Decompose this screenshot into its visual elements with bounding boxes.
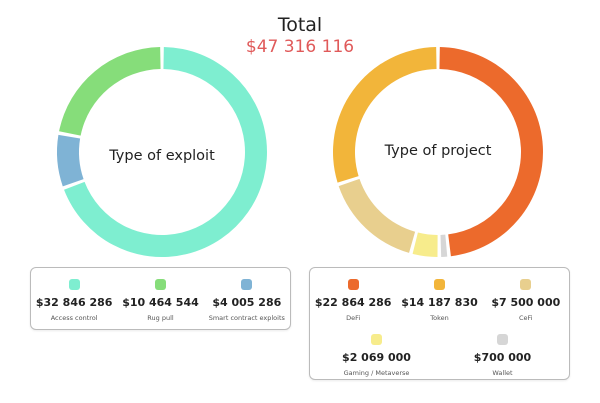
- exploit-chart-title: Type of exploit: [108, 148, 215, 164]
- legend-amount: $32 846 286: [35, 296, 113, 309]
- donut-segment-smart-contract-exploits: [57, 134, 84, 187]
- legend-item: $10 464 544 Rug pull: [117, 279, 203, 322]
- legend-amount: $22 864 286: [314, 296, 392, 309]
- donut-segment-rug-pull: [59, 47, 161, 136]
- legend-amount: $2 069 000: [342, 351, 411, 364]
- legend-item: $22 864 286 DeFi: [310, 279, 396, 322]
- project-donut-chart: Type of project: [333, 47, 544, 257]
- legend-category: Access control: [50, 314, 98, 322]
- legend-category: Token: [430, 314, 449, 322]
- legend-amount: $700 000: [473, 351, 532, 364]
- legend-swatch: [241, 279, 253, 290]
- donut-segment-defi: [439, 47, 544, 257]
- legend-swatch: [520, 279, 532, 290]
- project-legend: $22 864 286 DeFi $14 187 830 Token $7 50…: [309, 267, 570, 380]
- legend-swatch: [497, 334, 508, 345]
- legend-swatch: [433, 279, 445, 290]
- exploit-donut-chart: Type of exploit: [57, 47, 267, 257]
- legend-category: DeFi: [346, 314, 361, 322]
- project-chart-title: Type of project: [384, 143, 492, 159]
- donut-segment-cefi: [338, 178, 416, 253]
- legend-swatch: [68, 279, 80, 290]
- donut-segment-wallet: [440, 234, 448, 257]
- donut-segment-gaming-metaverse: [412, 232, 438, 257]
- legend-item: $7 500 000 CeFi: [483, 279, 569, 322]
- legend-item: $2 069 000 Gaming / Metaverse: [334, 334, 420, 377]
- legend-item: $700 000 Wallet: [460, 334, 546, 377]
- legend-category: Wallet: [492, 369, 513, 377]
- legend-amount: $4 005 286: [212, 296, 282, 309]
- total-title: Total: [277, 14, 323, 36]
- legend-item: $32 846 286 Access control: [31, 279, 117, 322]
- exploit-legend: $32 846 286 Access control $10 464 544 R…: [30, 267, 291, 330]
- legend-item: $14 187 830 Token: [396, 279, 482, 322]
- legend-swatch: [347, 279, 359, 290]
- legend-category: CeFi: [519, 314, 533, 322]
- legend-swatch: [154, 279, 166, 290]
- legend-amount: $10 464 544: [122, 296, 199, 309]
- legend-category: Rug pull: [147, 314, 174, 322]
- donut-segment-token: [333, 47, 437, 183]
- legend-category: Smart contract exploits: [208, 314, 285, 322]
- legend-amount: $7 500 000: [491, 296, 561, 309]
- legend-category: Gaming / Metaverse: [343, 369, 410, 377]
- legend-item: $4 005 286 Smart contract exploits: [204, 279, 290, 322]
- legend-swatch: [371, 334, 382, 345]
- legend-amount: $14 187 830: [401, 296, 478, 309]
- total-value: $47 316 116: [245, 37, 355, 57]
